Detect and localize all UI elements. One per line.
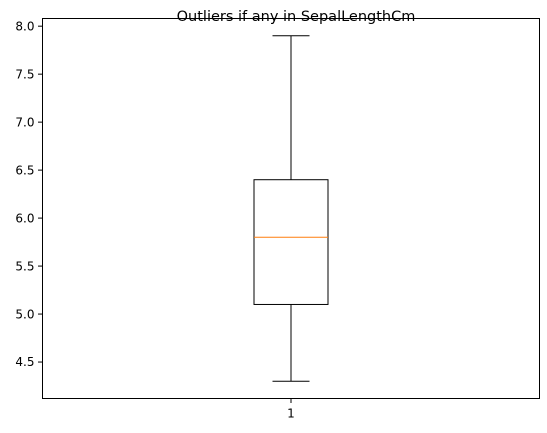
x-axis: 1 [287,398,295,421]
y-tick-label: 5.5 [15,259,34,273]
y-tick-label: 7.5 [15,67,34,81]
boxes-group [253,35,329,382]
y-axis: 4.5 5.0 5.5 6.0 6.5 7.0 7.5 8.0 [15,19,43,369]
axes-frame [42,18,540,399]
x-tick-label: 1 [287,407,295,421]
y-tick-label: 7.0 [15,115,34,129]
y-tick-label: 6.5 [15,163,34,177]
chart-title: Outliers if any in SepalLengthCm [177,9,416,25]
y-tick-label: 5.0 [15,307,34,321]
y-tick-label: 4.5 [15,355,34,369]
y-tick-label: 8.0 [15,19,34,33]
y-tick-label: 6.0 [15,211,34,225]
box-iqr [253,179,329,305]
